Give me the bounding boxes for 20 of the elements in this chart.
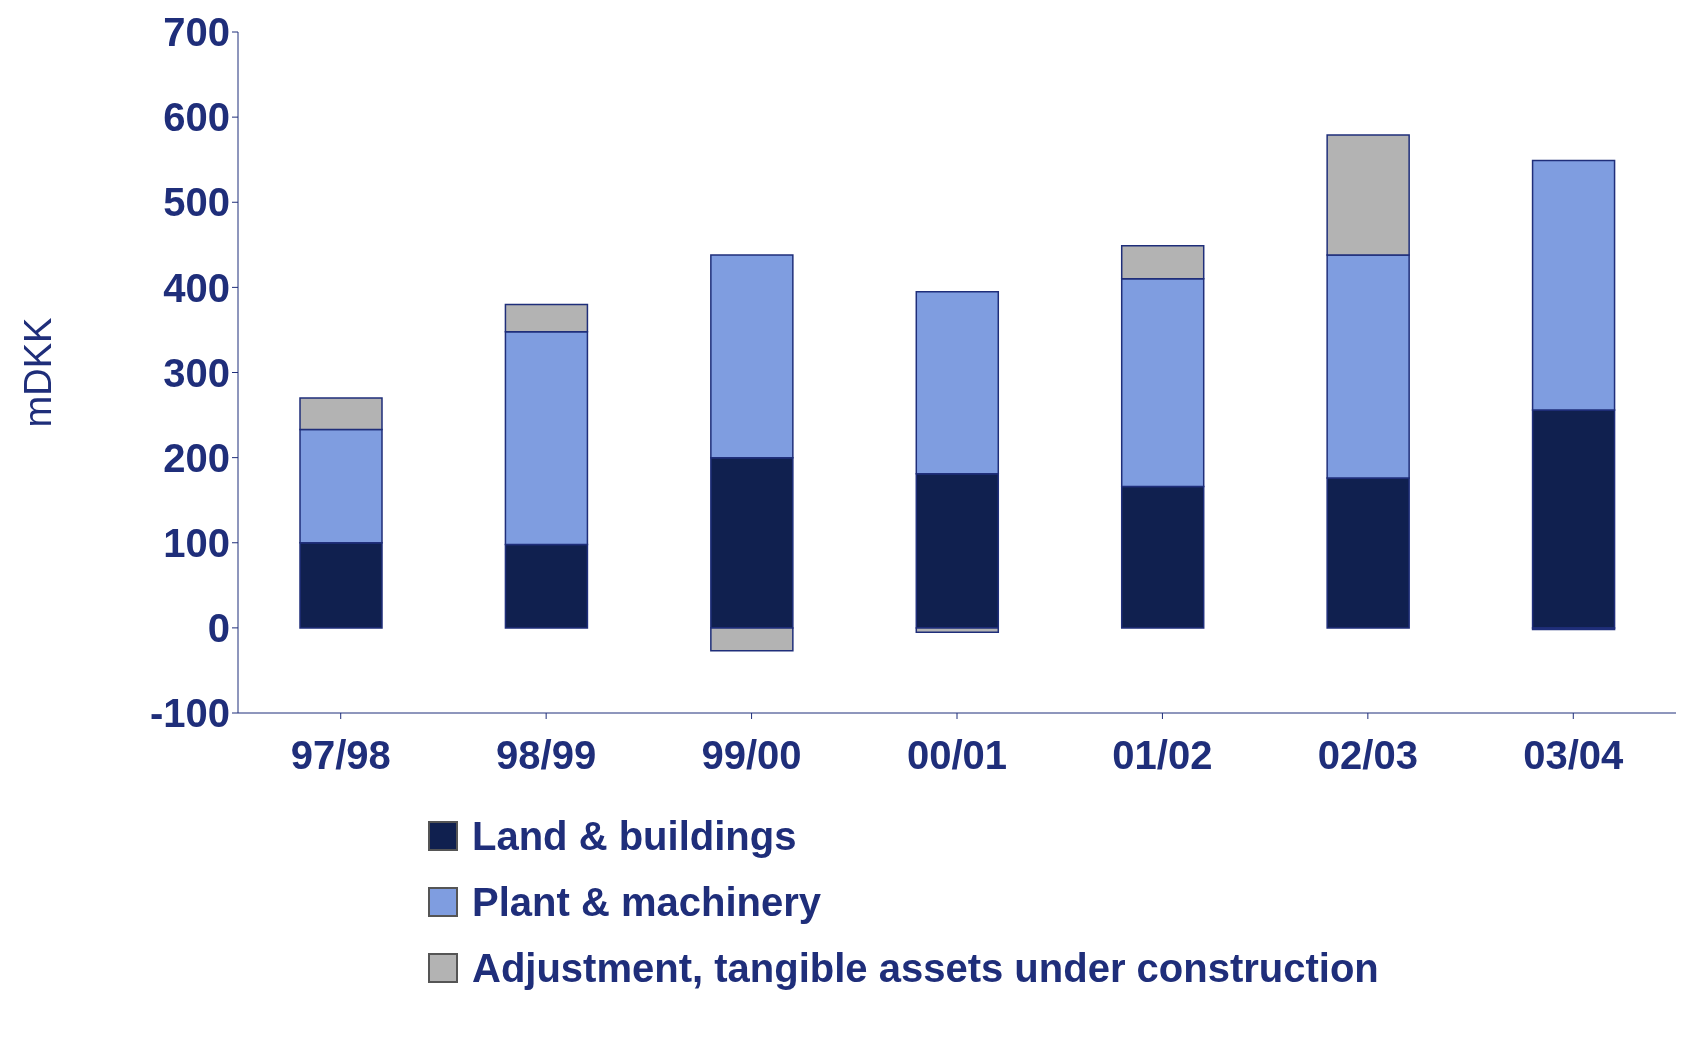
x-tick-label: 98/99	[496, 733, 597, 778]
legend-label: Land & buildings	[472, 813, 797, 859]
legend-label: Plant & machinery	[472, 879, 822, 925]
y-axis-title: mDKK	[17, 317, 60, 428]
legend-label: Adjustment, tangible assets under construction	[472, 945, 1379, 991]
y-tick-label: 200	[163, 435, 230, 480]
x-tick-label: 02/03	[1317, 733, 1418, 778]
y-tick-label: -100	[149, 691, 230, 736]
y-tick-label: 500	[163, 180, 230, 225]
x-tick-label: 99/00	[701, 733, 802, 778]
y-tick-label: 400	[163, 265, 230, 310]
x-tick-label: 03/04	[1523, 733, 1625, 778]
x-tick-label: 01/02	[1112, 733, 1213, 778]
x-tick-label: 00/01	[906, 733, 1008, 778]
x-tick-label: 97/98	[290, 733, 391, 778]
y-tick-label: 300	[163, 350, 230, 395]
y-tick-label: 100	[163, 520, 230, 565]
y-tick-label: 700	[163, 10, 230, 55]
y-tick-label: 0	[207, 606, 230, 651]
y-tick-label: 600	[163, 95, 230, 140]
